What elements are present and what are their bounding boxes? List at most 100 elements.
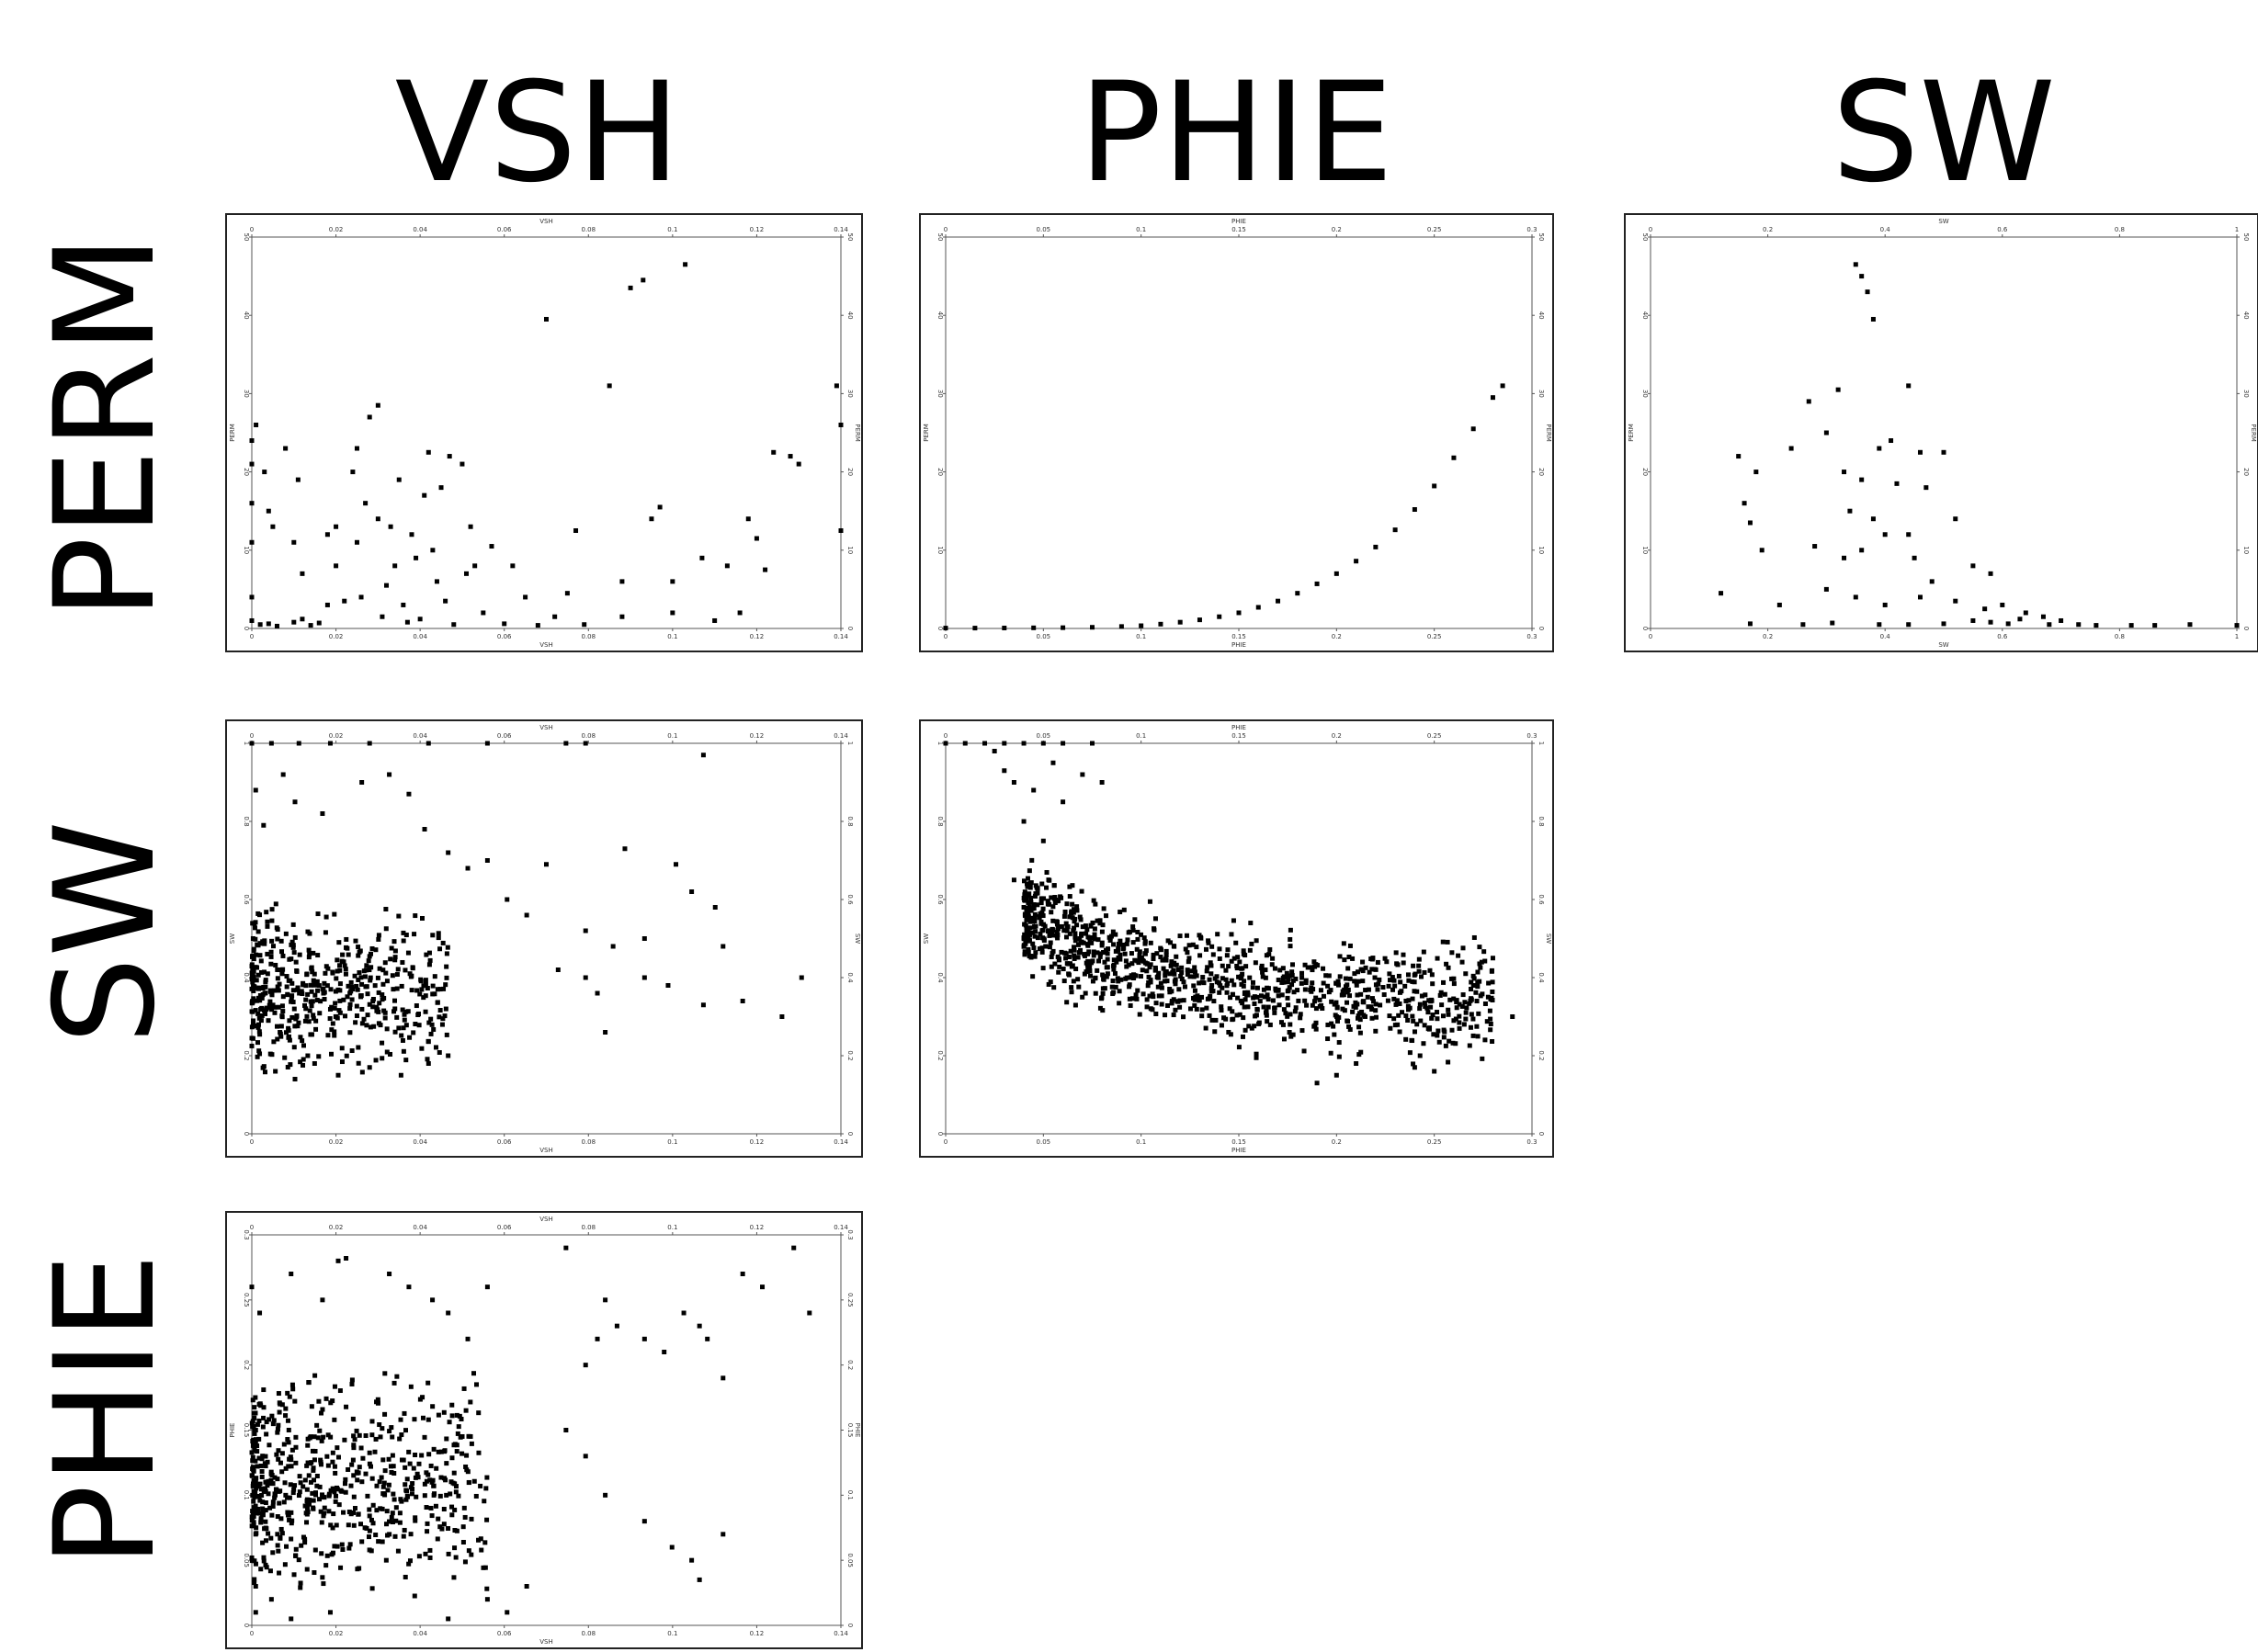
y-tick-label: 50 [1641,233,1649,242]
data-point [374,1508,380,1513]
data-point [1083,923,1088,929]
data-point [1447,1038,1452,1044]
data-point [288,1062,293,1068]
data-point [622,846,628,852]
data-point [359,1539,365,1545]
data-point [304,1013,310,1019]
data-point [1054,929,1060,934]
y-tick-label: 10 [1641,546,1649,554]
data-point [250,967,255,972]
data-point [1063,934,1069,940]
data-point [391,1380,397,1386]
data-point [2017,617,2023,622]
data-point [1953,516,1958,522]
data-point [1311,959,1317,965]
data-point [249,1043,255,1048]
data-point [306,1473,312,1478]
data-point [1470,983,1476,988]
data-point [1396,973,1401,979]
data-point [463,1408,469,1413]
data-point [440,940,446,945]
data-point [1235,995,1241,1001]
data-point [337,1388,343,1394]
data-point [369,1419,375,1424]
data-point [251,1018,256,1024]
y-tick-label: 10 [2242,546,2250,554]
data-point [469,1552,474,1557]
x-tick-label: 0.25 [1427,226,1442,233]
data-point [700,752,706,758]
data-point [423,993,428,999]
x-tick-label: 0.1 [1136,633,1146,640]
data-point [309,989,314,994]
x-tick-label: 0.02 [329,1224,344,1231]
data-point [289,996,294,1001]
y-tick-label: 20 [2242,468,2250,476]
data-point [342,1437,347,1443]
data-point [249,1557,255,1563]
data-point [274,925,279,931]
data-point [1242,979,1247,984]
data-point [1350,956,1356,961]
data-point [1095,967,1100,973]
data-point [1022,952,1027,957]
data-point [1347,1026,1353,1032]
data-point [351,1494,357,1499]
data-point [1194,1006,1199,1012]
data-point [395,1548,401,1554]
data-point [1313,1026,1319,1032]
data-point [1148,978,1153,983]
data-point [1105,956,1110,962]
data-point [1261,987,1266,992]
data-point [1293,1005,1299,1011]
data-point [1853,594,1858,600]
data-point [1219,1007,1224,1013]
data-point [273,1069,278,1074]
data-point [382,1468,388,1474]
data-point [348,979,354,985]
data-point [1432,1069,1437,1074]
x-tick-label: 0.08 [581,1630,596,1637]
data-point [407,971,413,977]
data-point [1093,975,1098,980]
data-point [269,992,275,998]
data-point [277,1570,282,1576]
data-point [365,1013,370,1018]
data-point [444,951,449,956]
data-point [279,1402,285,1408]
data-point [1208,960,1213,966]
data-point [1446,1007,1451,1013]
data-point [437,1524,443,1530]
y-tick-label: 0.6 [1537,894,1545,905]
data-point [347,1006,353,1012]
data-point [2059,617,2064,623]
data-point [1358,1049,1364,1055]
data-point [1392,983,1398,989]
data-point [251,996,256,1001]
data-point [670,610,675,616]
data-point [460,1451,465,1456]
data-point [1416,963,1422,968]
data-point [1051,883,1057,888]
data-point [382,960,388,966]
data-point [425,1521,430,1526]
data-point [1350,1009,1356,1014]
data-point [287,1517,292,1522]
data-point [270,1002,276,1008]
data-point [378,1023,383,1028]
data-point [1467,1001,1472,1006]
data-point [1482,1001,1488,1006]
data-point [1451,455,1457,460]
data-point [1024,905,1029,911]
y-tick-label: 0 [1537,1132,1545,1136]
data-point [308,1032,313,1037]
x-tick-label: 0.04 [413,633,427,640]
data-point [372,983,378,989]
data-point [313,1492,319,1498]
data-point [2152,623,2158,628]
data-point [1391,996,1397,1001]
data-point [261,1415,267,1420]
data-point [275,984,280,990]
data-point [1038,932,1043,937]
data-point [252,1494,257,1499]
